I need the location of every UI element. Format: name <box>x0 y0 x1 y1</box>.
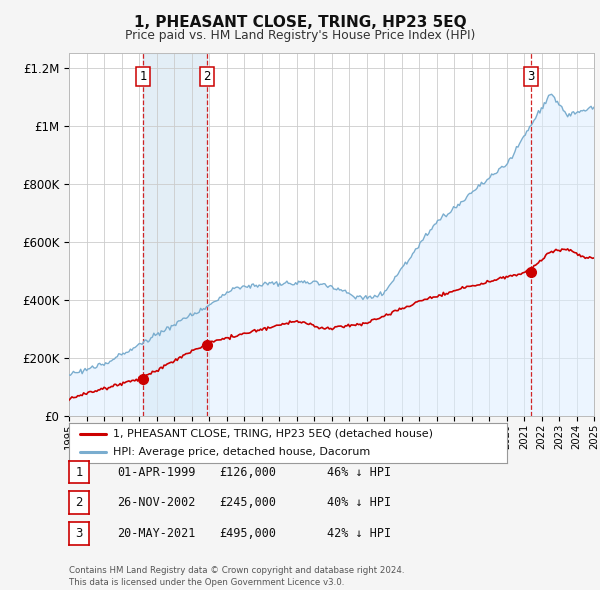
Text: 3: 3 <box>527 70 535 83</box>
Text: Price paid vs. HM Land Registry's House Price Index (HPI): Price paid vs. HM Land Registry's House … <box>125 30 475 42</box>
Text: 1, PHEASANT CLOSE, TRING, HP23 5EQ: 1, PHEASANT CLOSE, TRING, HP23 5EQ <box>134 15 466 30</box>
Text: 46% ↓ HPI: 46% ↓ HPI <box>327 466 391 478</box>
Text: Contains HM Land Registry data © Crown copyright and database right 2024.
This d: Contains HM Land Registry data © Crown c… <box>69 566 404 587</box>
Text: 26-NOV-2002: 26-NOV-2002 <box>117 496 196 509</box>
Text: HPI: Average price, detached house, Dacorum: HPI: Average price, detached house, Daco… <box>113 447 370 457</box>
Text: 40% ↓ HPI: 40% ↓ HPI <box>327 496 391 509</box>
Text: 1: 1 <box>140 70 147 83</box>
Bar <box>143 53 207 416</box>
Text: 2: 2 <box>203 70 211 83</box>
Text: 42% ↓ HPI: 42% ↓ HPI <box>327 527 391 540</box>
Text: 1, PHEASANT CLOSE, TRING, HP23 5EQ (detached house): 1, PHEASANT CLOSE, TRING, HP23 5EQ (deta… <box>113 429 433 439</box>
Text: 3: 3 <box>76 527 83 540</box>
Text: 20-MAY-2021: 20-MAY-2021 <box>117 527 196 540</box>
Text: 2: 2 <box>76 496 83 509</box>
Text: 01-APR-1999: 01-APR-1999 <box>117 466 196 478</box>
Text: £126,000: £126,000 <box>219 466 276 478</box>
Text: £245,000: £245,000 <box>219 496 276 509</box>
Text: £495,000: £495,000 <box>219 527 276 540</box>
Text: 1: 1 <box>76 466 83 478</box>
